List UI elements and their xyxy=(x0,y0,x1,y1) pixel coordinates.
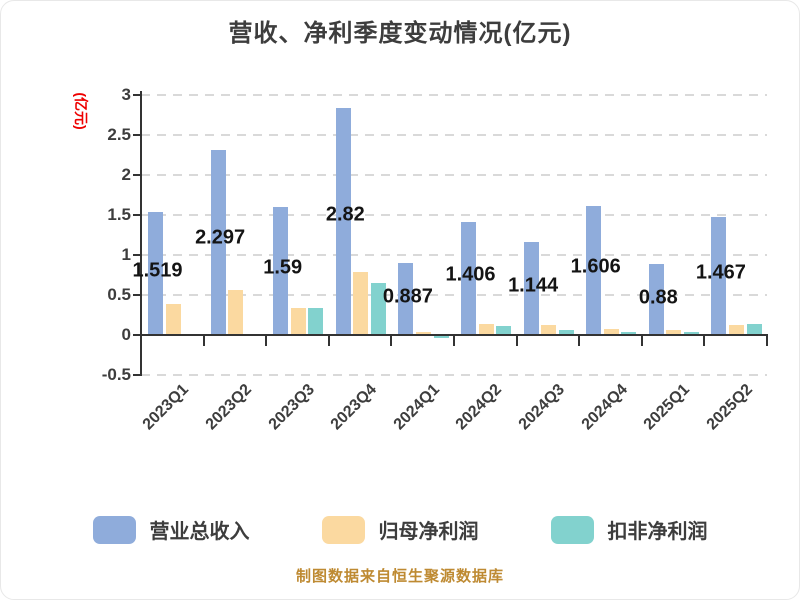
y-tick-label: 0 xyxy=(121,325,131,344)
x-tick-label: 2023Q4 xyxy=(327,381,381,434)
legend-swatch-icon xyxy=(321,515,365,544)
x-tick-mark xyxy=(265,335,268,346)
x-tick-mark xyxy=(640,335,643,346)
gridline xyxy=(141,94,767,96)
y-tick-mark xyxy=(133,374,140,376)
bar-deducted_net_profit-2025Q1 xyxy=(684,332,699,334)
bar-deducted_net_profit-2024Q3 xyxy=(558,330,574,334)
gridline xyxy=(141,254,767,256)
bar-deducted_net_profit-2023Q4 xyxy=(371,282,386,334)
x-tick-mark xyxy=(766,335,768,346)
bar-revenue-2024Q3 xyxy=(523,242,539,334)
gridline xyxy=(141,134,767,136)
legend-item: 扣非净利润 xyxy=(550,515,708,544)
y-tick-label: 0.5 xyxy=(107,285,131,304)
x-tick-mark xyxy=(515,335,518,346)
x-tick-mark xyxy=(390,335,393,346)
bar-net_profit-2023Q4 xyxy=(353,272,369,334)
bar-value-label: 1.606 xyxy=(570,255,621,278)
bar-net_profit-2025Q2 xyxy=(729,325,744,334)
gridline xyxy=(141,214,767,216)
x-tick-label: 2023Q3 xyxy=(265,381,318,434)
bar-value-label: 1.144 xyxy=(508,274,559,297)
bar-value-label: 0.88 xyxy=(638,286,678,309)
x-tick-mark xyxy=(327,335,330,346)
bar-net_profit-2024Q3 xyxy=(541,325,557,334)
y-tick-mark xyxy=(133,174,140,176)
x-tick-label: 2024Q1 xyxy=(390,381,443,434)
x-tick-mark xyxy=(578,335,581,346)
legend-swatch-icon xyxy=(92,515,136,544)
x-tick-mark xyxy=(703,335,706,346)
bar-value-label: 1.406 xyxy=(445,263,496,286)
bar-net_profit-2024Q1 xyxy=(416,332,431,334)
bar-deducted_net_profit-2024Q2 xyxy=(496,326,512,334)
bar-net_profit-2023Q2 xyxy=(228,290,244,334)
bar-net_profit-2024Q2 xyxy=(478,324,494,334)
y-tick-label: 3 xyxy=(121,85,131,104)
legend-item: 归母净利润 xyxy=(321,515,479,544)
y-axis-line xyxy=(140,91,142,376)
x-tick-label: 2025Q2 xyxy=(703,381,756,434)
gridline xyxy=(141,174,767,176)
y-tick-mark xyxy=(133,94,140,96)
x-tick-mark xyxy=(453,335,455,346)
y-tick-mark xyxy=(133,294,140,296)
legend-swatch-icon xyxy=(550,515,594,544)
y-tick-label: 2 xyxy=(121,165,131,184)
bar-revenue-2025Q1 xyxy=(648,263,664,334)
legend-label: 扣非净利润 xyxy=(607,521,708,543)
bar-revenue-2024Q2 xyxy=(461,221,476,334)
legend: 营业总收入 归母净利润 扣非净利润 xyxy=(1,515,799,544)
footer-note: 制图数据来自恒生聚源数据库 xyxy=(295,568,504,585)
bar-net_profit-2023Q3 xyxy=(290,308,306,334)
bar-value-label: 2.297 xyxy=(195,226,246,249)
bar-deducted_net_profit-2025Q2 xyxy=(746,323,762,334)
y-tick-mark xyxy=(133,214,140,216)
y-tick-label: 1.5 xyxy=(107,205,131,224)
y-tick-mark xyxy=(133,254,140,256)
x-tick-label: 2024Q4 xyxy=(578,381,631,434)
bar-revenue-2023Q1 xyxy=(148,212,163,334)
bar-value-label: 1.59 xyxy=(263,256,303,279)
bar-value-label: 1.467 xyxy=(695,261,746,284)
bar-revenue-2024Q4 xyxy=(586,205,602,334)
y-tick-mark xyxy=(133,134,140,136)
chart-title: 营收、净利季度变动情况(亿元) xyxy=(228,20,572,47)
gridline xyxy=(141,374,767,376)
bar-value-label: 2.82 xyxy=(325,203,365,226)
bar-net_profit-2025Q1 xyxy=(666,330,682,334)
x-tick-label: 2024Q2 xyxy=(453,381,506,434)
bar-revenue-2023Q2 xyxy=(210,150,226,334)
bar-revenue-2023Q3 xyxy=(273,206,289,334)
bar-revenue-2025Q2 xyxy=(711,216,727,334)
bar-revenue-2023Q4 xyxy=(335,108,351,334)
x-tick-label: 2023Q2 xyxy=(202,381,255,434)
x-tick-label: 2025Q1 xyxy=(640,381,694,434)
bar-revenue-2024Q1 xyxy=(398,263,414,334)
legend-label: 归母净利润 xyxy=(378,521,479,543)
bar-value-label: 0.887 xyxy=(382,285,433,308)
x-tick-label: 2023Q1 xyxy=(140,381,193,434)
x-tick-mark xyxy=(140,335,142,346)
legend-item: 营业总收入 xyxy=(92,515,250,544)
bar-deducted_net_profit-2023Q3 xyxy=(308,308,324,334)
bar-value-label: 1.519 xyxy=(132,259,183,282)
y-tick-label: 1 xyxy=(121,245,131,264)
bar-deducted_net_profit-2024Q4 xyxy=(621,332,637,334)
y-tick-mark xyxy=(133,334,140,336)
y-tick-label: 2.5 xyxy=(107,125,131,144)
x-tick-mark xyxy=(202,335,205,346)
legend-label: 营业总收入 xyxy=(149,521,250,543)
bar-net_profit-2023Q1 xyxy=(165,304,181,334)
bar-net_profit-2024Q4 xyxy=(603,329,619,334)
x-tick-label: 2024Q3 xyxy=(515,381,568,434)
gridline xyxy=(141,294,767,296)
y-tick-label: -0.5 xyxy=(101,365,131,384)
bar-deducted_net_profit-2024Q1 xyxy=(433,336,449,339)
